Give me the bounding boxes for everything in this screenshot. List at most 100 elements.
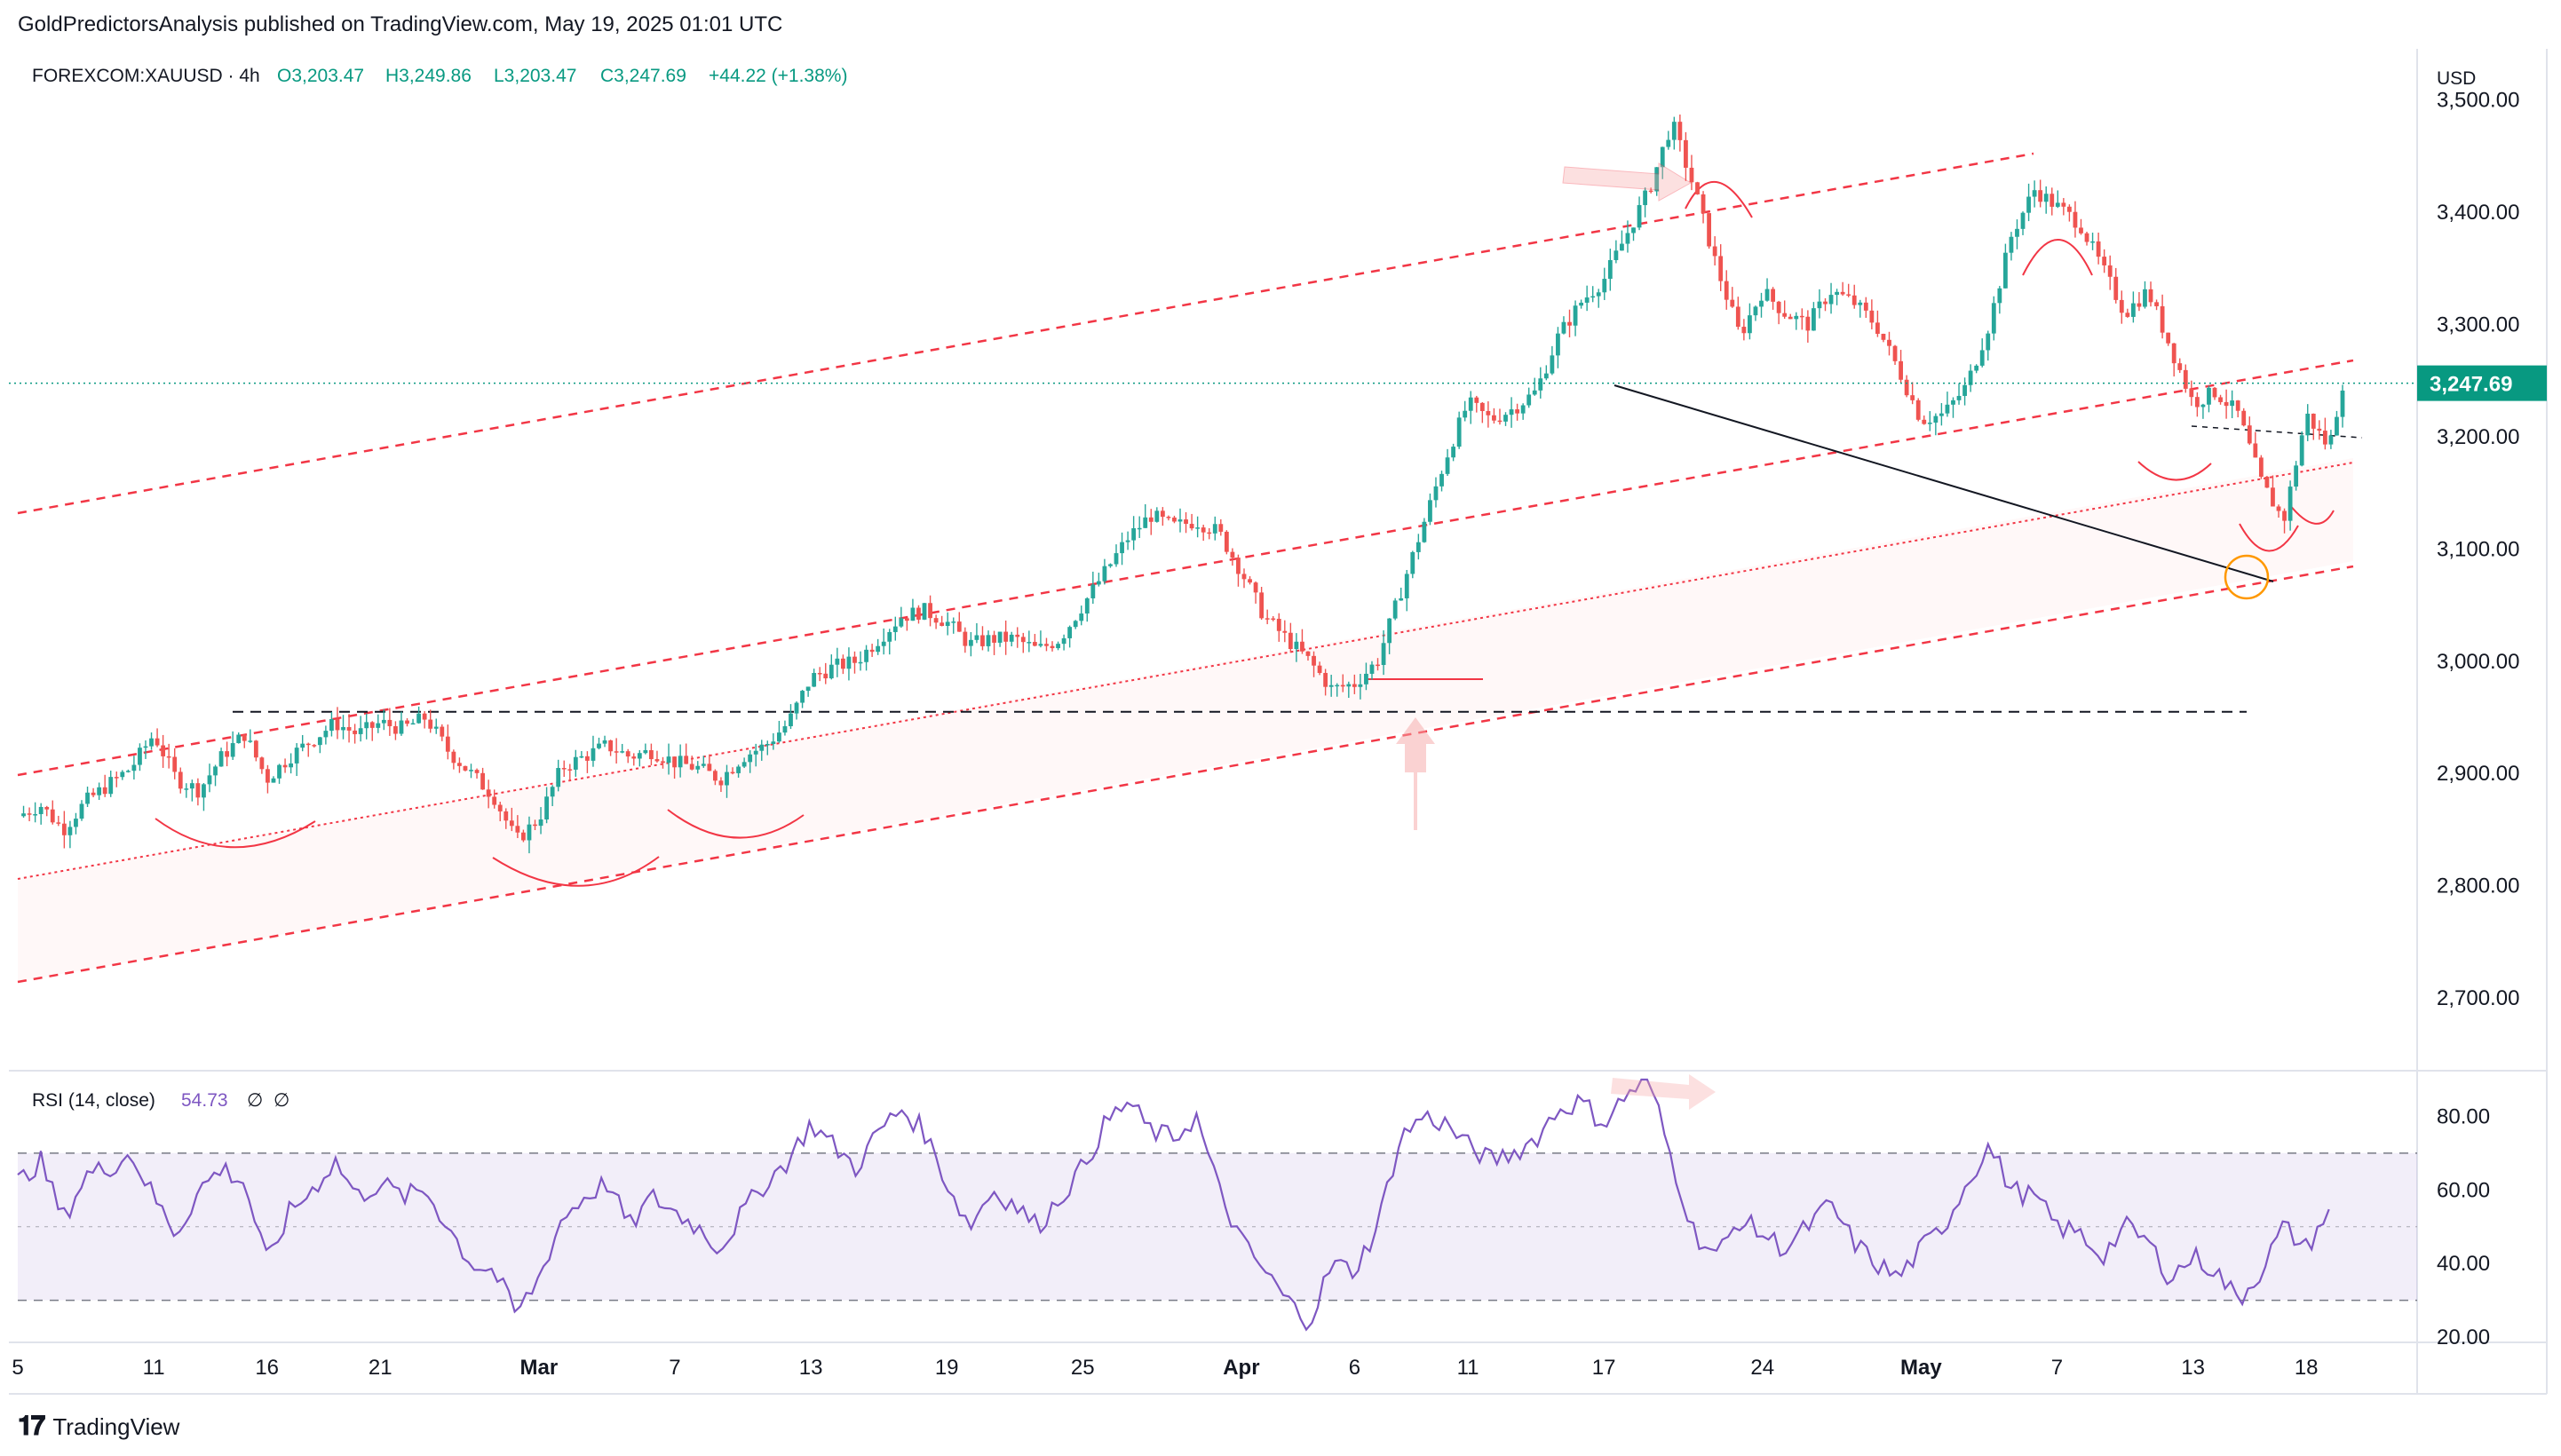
candle-body [899,618,904,627]
candle-body [1236,558,1241,574]
price-tick-label: 3,300.00 [2437,313,2519,336]
candle-body [2073,211,2078,228]
candle-body [986,635,991,646]
candle-body [1625,233,1630,244]
candle-body [184,788,189,790]
candle-body [1148,517,1154,522]
candle-body [1271,618,1276,621]
candle-body [1241,574,1247,580]
time-tick-label: 13 [2181,1356,2205,1380]
candle-body [922,603,927,620]
candle-body [835,658,840,665]
candle-body [684,756,689,764]
candle-body [695,765,701,770]
price-axis[interactable]: USD 2,700.00 2,800.00 2,900.00 3,000.00 3,10… [2437,68,2519,1010]
candle-body [968,639,973,646]
footer-brand[interactable]: 𝟏𝟕 TradingView [18,1412,179,1442]
candle-body [1945,404,1950,414]
candle-body [1851,295,1857,305]
candle-body [1654,167,1660,192]
candle-body [1951,400,1955,405]
rsi-tick-label: 40.00 [2437,1252,2490,1276]
candle-body [1369,664,1375,674]
candle-body [1305,651,1311,656]
rsi-line [17,1078,2330,1332]
candle-body [1509,409,1514,415]
candle-body [1520,405,1526,414]
candle-body [538,819,543,827]
candle-body [1968,370,1973,385]
rsi-pane: RSI (14, close) 54.73 ∅ ∅ 20.00 40.00 60.0… [17,1074,2490,1349]
candle-body [125,771,131,772]
candle-body [2311,413,2316,429]
candle-body [102,787,107,795]
candle-body [672,756,677,768]
publisher-line: GoldPredictorsAnalysis published on Trad… [18,12,783,36]
candle-body [131,764,137,772]
candle-body [1404,574,1409,598]
candle-body [725,772,729,786]
candle-body [782,725,788,733]
candle-body [945,621,950,627]
candle-body [242,734,247,741]
candle-body [1479,402,1485,412]
symbol-legend[interactable]: FOREXCOM:XAUUSD · 4h O3,203.47 H3,249.86… [32,66,847,86]
rounded-bottom-arc [2239,523,2299,552]
candle-body [876,645,881,653]
price-tick-label: 3,000.00 [2437,650,2519,674]
tradingview-logo-icon: 𝟏𝟕 [18,1412,45,1441]
candle-body [457,763,462,766]
rsi-extra-label: ∅ [274,1090,289,1111]
close-value: C3,247.69 [600,66,686,86]
candle-body [50,809,55,823]
candle-body [736,766,741,773]
symbol-label: FOREXCOM:XAUUSD · 4h [32,66,260,86]
candle-body [1415,542,1421,552]
rounded-top-arc [1685,181,1753,218]
candle-body [771,741,776,745]
candle-body [213,766,218,776]
time-tick-label: 11 [143,1356,165,1380]
rsi-legend[interactable]: RSI (14, close) 54.73 ∅ ∅ [32,1090,289,1111]
candle-body [974,635,979,640]
candle-body [2276,506,2281,511]
candle-body [1823,301,1828,305]
candle-body [1079,613,1084,621]
candle-body [1567,321,1572,326]
candle-body [1817,301,1822,309]
rsi-tick-label: 80.00 [2437,1104,2490,1128]
candle-body [21,813,26,817]
candle-body [591,748,596,761]
time-axis[interactable]: 5 11 16 21 Mar 7 13 19 25 Apr 6 11 17 24 May 7 13 18 [12,1356,2318,1380]
rsi-axis[interactable]: 20.00 40.00 60.00 80.00 [2437,1104,2490,1349]
candle-body [1962,384,1967,396]
candle-body [1526,394,1532,406]
candle-body [341,726,345,731]
candle-body [620,751,625,753]
candle-body [1788,316,1793,320]
candle-body [2194,397,2200,408]
candle-body [405,720,409,724]
candle-body [1381,643,1386,666]
candle-body [840,658,845,669]
candle-body [1201,527,1206,533]
candle-body [916,607,921,620]
candle-body [253,740,258,758]
candle-body [1439,473,1444,487]
rounded-top-arc [2022,239,2093,276]
price-tick-label: 3,200.00 [2437,425,2519,449]
candle-body [956,621,962,632]
candle-body [1352,684,1357,687]
candle-body [829,664,834,679]
candle-body [428,719,433,729]
candle-body [1660,146,1665,168]
time-tick-label: 7 [2051,1356,2063,1380]
candle-body [440,726,445,737]
candle-body [527,824,532,841]
candle-body [1503,415,1508,422]
candle-body [2020,212,2026,229]
candle-body [1759,300,1764,307]
price-tick-label: 3,100.00 [2437,537,2519,561]
candle-body [1399,597,1404,601]
